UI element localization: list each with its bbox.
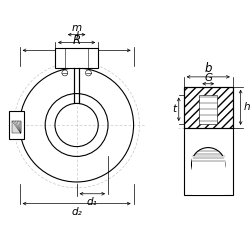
Bar [12, 121, 21, 133]
Bar [74, 67, 79, 104]
Circle shape [192, 148, 225, 181]
Bar [184, 87, 233, 195]
Text: b: b [204, 62, 212, 75]
Text: G: G [204, 73, 212, 83]
Text: R: R [72, 34, 81, 48]
Text: l: l [75, 30, 78, 40]
Bar [9, 111, 24, 139]
Text: d₁: d₁ [87, 197, 98, 207]
Bar [55, 48, 98, 68]
Text: h: h [244, 102, 250, 112]
Bar [192, 156, 225, 195]
Text: m: m [72, 23, 82, 33]
Text: d₂: d₂ [71, 206, 82, 216]
Bar [200, 94, 217, 124]
Text: t: t [173, 104, 177, 114]
Bar [184, 87, 233, 128]
